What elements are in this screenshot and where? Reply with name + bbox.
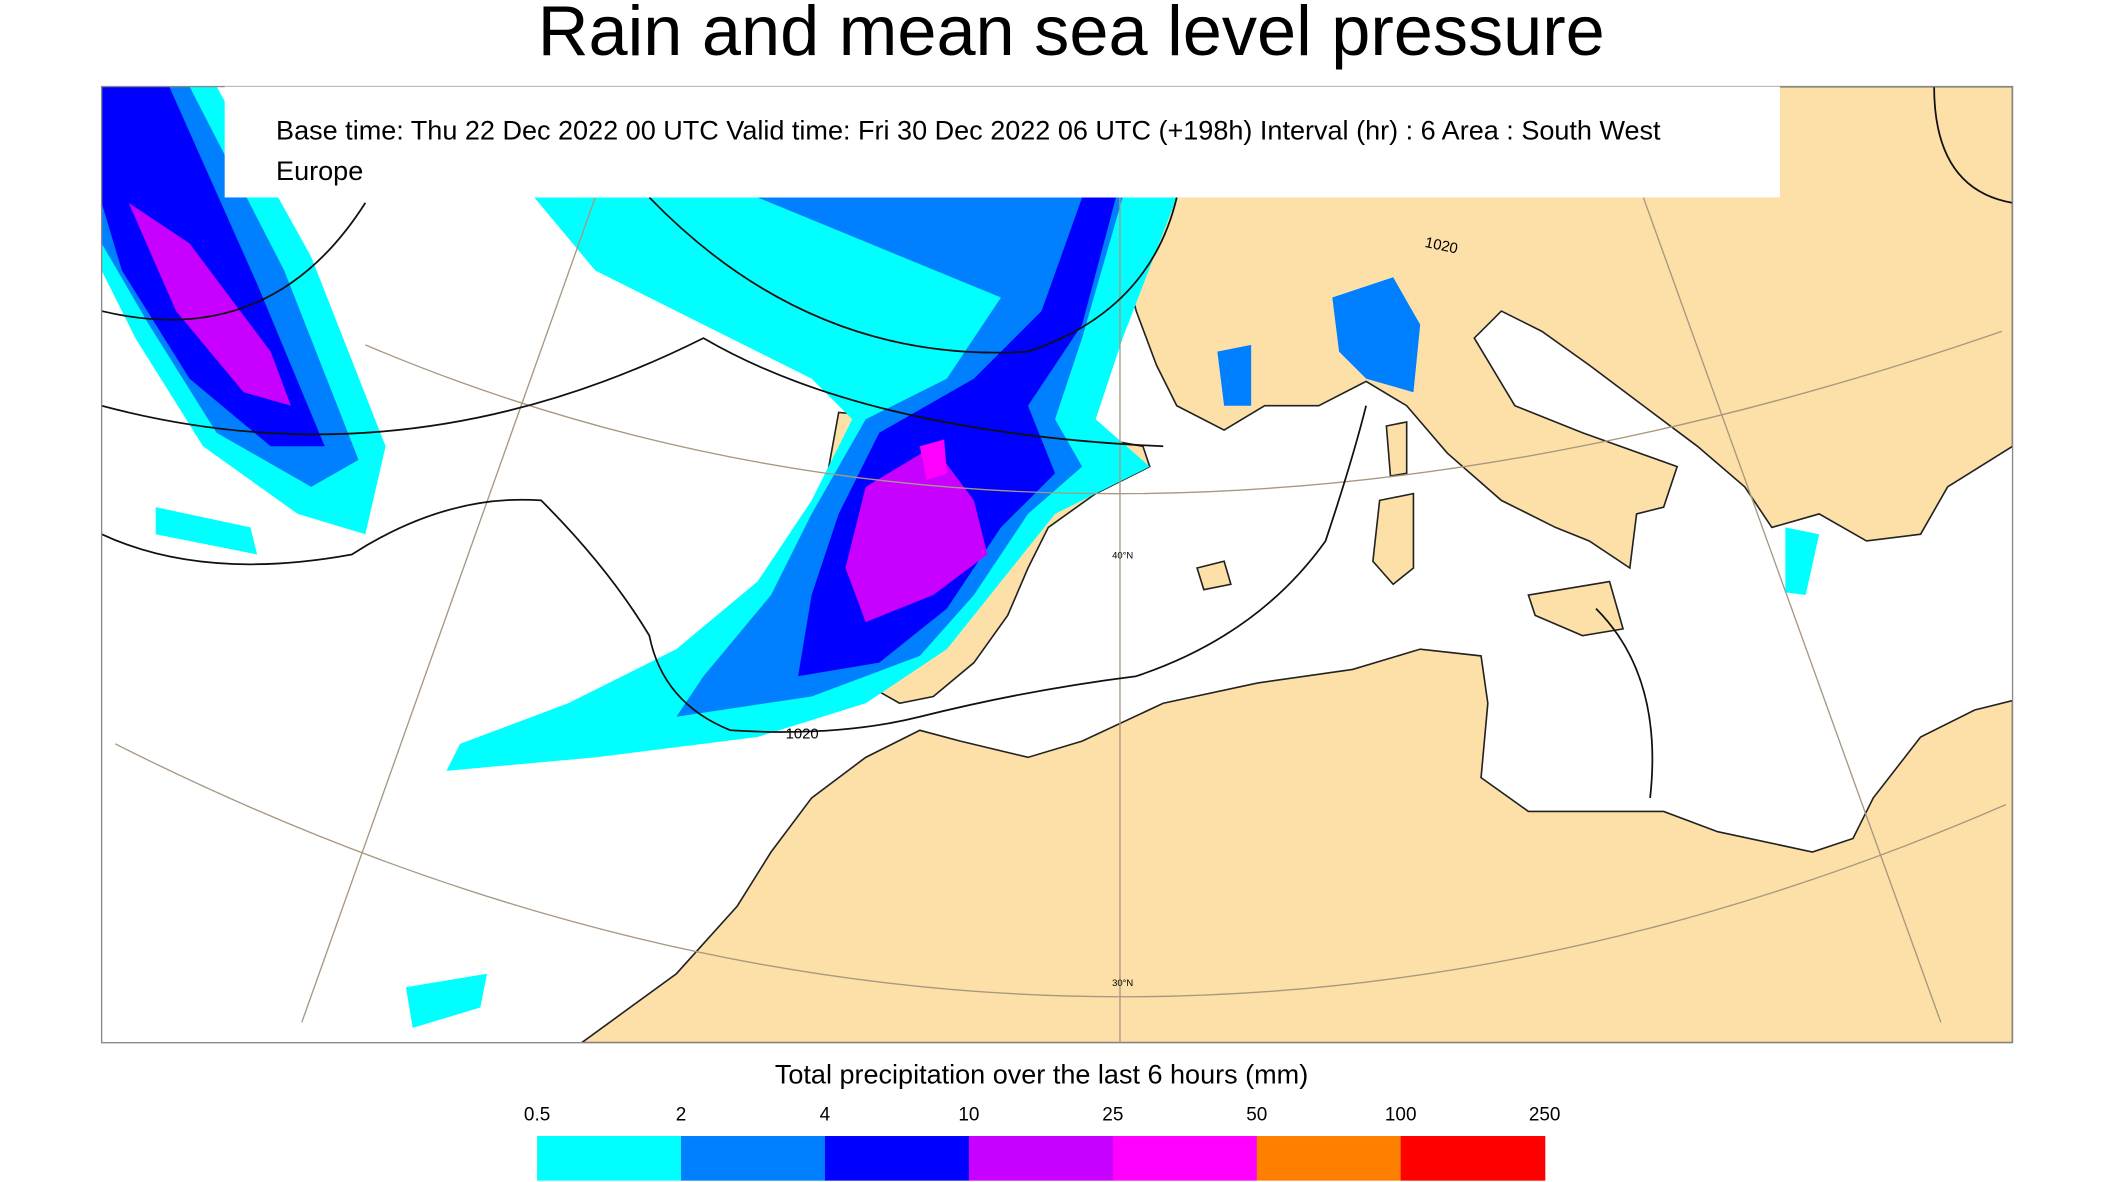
land-balearics xyxy=(1196,560,1232,591)
colorbar-label: 50 xyxy=(1246,1105,1267,1126)
colorbar-label: 250 xyxy=(1529,1105,1561,1126)
colorbar-segment xyxy=(968,1136,1114,1181)
isobar xyxy=(1595,86,2013,799)
colorbar-segment xyxy=(1400,1136,1546,1181)
colorbar-label: 2 xyxy=(676,1105,687,1126)
isobar xyxy=(101,337,1164,448)
colorbar-label: 0.5 xyxy=(524,1105,550,1126)
graticule xyxy=(114,197,2007,1043)
title: Rain and mean sea level pressure xyxy=(538,0,1605,70)
info-box xyxy=(224,86,1780,198)
isobar xyxy=(101,405,1367,733)
colorbar-segment xyxy=(824,1136,970,1181)
isobar-label: 1020 xyxy=(1423,235,1459,258)
info-text: Europe xyxy=(276,156,363,186)
colorbar-segment xyxy=(537,1136,682,1181)
rain-area xyxy=(128,202,291,406)
colorbar-label: 25 xyxy=(1102,1105,1123,1126)
colorbar-label: 10 xyxy=(958,1105,979,1126)
latitude-label: 40°N xyxy=(1112,551,1133,562)
colorbar-label: 4 xyxy=(820,1105,831,1126)
isobar-label: 1020 xyxy=(786,726,819,742)
land-europe xyxy=(1121,86,2013,570)
legend-title: Total precipitation over the last 6 hour… xyxy=(775,1060,1308,1090)
colorbar-segment xyxy=(1112,1136,1258,1181)
colorbar: 0.5 2 4 10 25 50 100 250 xyxy=(524,1105,1560,1181)
land-africa xyxy=(580,648,2013,1043)
map-frame xyxy=(100,85,2014,1044)
land-sicily xyxy=(1527,580,1625,637)
info-text: Base time: Thu 22 Dec 2022 00 UTC Valid … xyxy=(276,116,1661,146)
rain-area xyxy=(845,446,988,623)
colorbar-label: 100 xyxy=(1385,1105,1417,1126)
land-corsica xyxy=(1385,420,1408,477)
land-sardinia xyxy=(1372,492,1415,586)
colorbar-segment xyxy=(1256,1136,1402,1181)
map: Base time: Thu 22 Dec 2022 00 UTC Valid … xyxy=(100,85,2014,1044)
isobar xyxy=(101,196,1178,354)
map-content xyxy=(101,86,2013,1043)
rain-area xyxy=(1217,277,1421,406)
colorbar-segment xyxy=(681,1136,826,1181)
latitude-label: 30°N xyxy=(1112,978,1133,989)
rain-area xyxy=(919,439,947,481)
